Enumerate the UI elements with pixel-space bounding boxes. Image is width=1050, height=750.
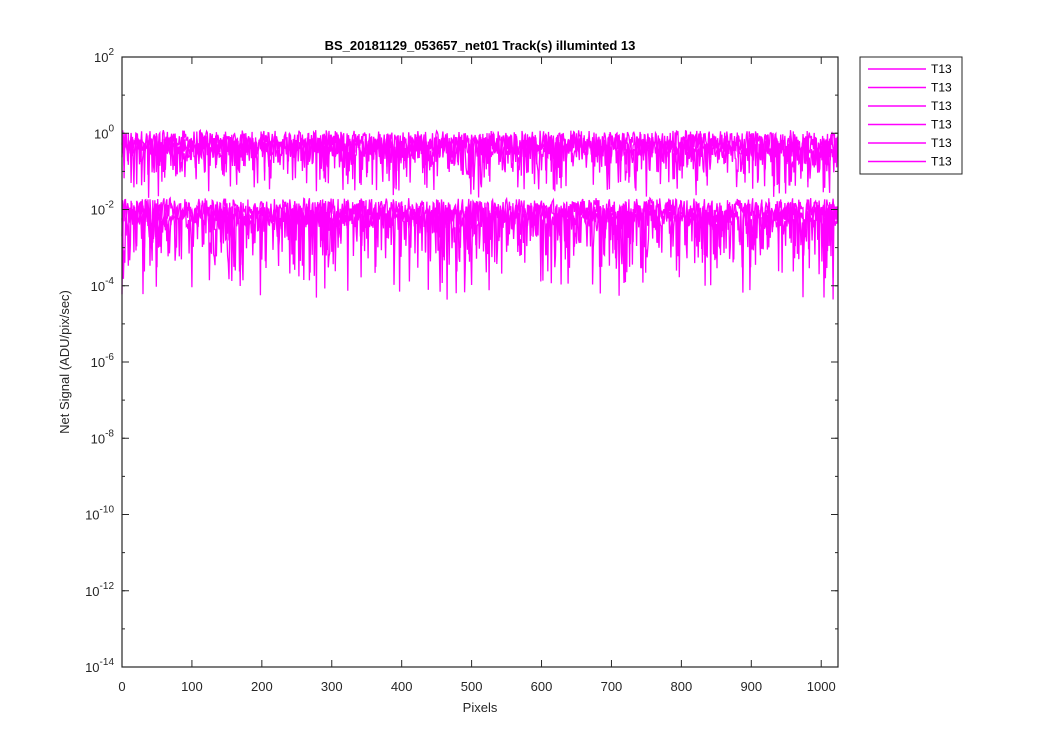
x-tick-label: 400: [391, 679, 413, 694]
legend-entry: T13: [931, 81, 952, 95]
legend-entry: T13: [931, 155, 952, 169]
y-tick-base: 10: [91, 279, 105, 294]
ticks-group: 0 100 200 300 400 500 600 700 800 900 100010210010…: [85, 47, 838, 694]
y-tick-exponent: -2: [105, 200, 114, 211]
y-tick-label: 10-2: [91, 200, 115, 218]
legend-entry: T13: [931, 62, 952, 76]
legend: T13 T13 T13 T13 T13 T13: [859, 56, 963, 175]
y-tick-label: 10-10: [85, 505, 114, 523]
y-tick-exponent: 0: [108, 123, 114, 134]
y-tick-base: 10: [91, 431, 105, 446]
x-tick-label: 900: [740, 679, 762, 694]
chart-title: BS_20181129_053657_net01 Track(s) illumi…: [325, 38, 636, 53]
y-tick-exponent: -12: [100, 581, 115, 592]
legend-entry: T13: [931, 118, 952, 132]
x-tick-label: 0: [118, 679, 125, 694]
legend-entry: T13: [931, 136, 952, 150]
x-tick-label: 500: [461, 679, 483, 694]
legend-entry: T13: [931, 99, 952, 113]
y-tick-exponent: -6: [105, 352, 114, 363]
y-tick-exponent: -8: [105, 428, 114, 439]
x-tick-label: 200: [251, 679, 273, 694]
x-axis-label: Pixels: [463, 700, 498, 715]
x-tick-label: 700: [601, 679, 623, 694]
y-tick-base: 10: [91, 203, 105, 218]
y-tick-base: 10: [91, 355, 105, 370]
x-tick-label: 800: [671, 679, 693, 694]
y-tick-base: 10: [85, 584, 99, 599]
y-tick-label: 100: [94, 123, 114, 141]
x-tick-label: 1000: [807, 679, 836, 694]
y-tick-exponent: -4: [105, 276, 114, 287]
y-tick-exponent: -14: [100, 657, 115, 668]
series-line-6: [121, 196, 838, 274]
y-tick-base: 10: [94, 50, 108, 65]
y-tick-label: 10-6: [91, 352, 115, 370]
y-tick-base: 10: [85, 508, 99, 523]
y-tick-label: 10-4: [91, 276, 115, 294]
x-tick-label: 300: [321, 679, 343, 694]
y-tick-exponent: 2: [108, 47, 114, 58]
series-group: [121, 128, 838, 300]
y-axis-label: Net Signal (ADU/pix/sec): [57, 290, 72, 434]
y-tick-base: 10: [85, 660, 99, 675]
x-tick-label: 600: [531, 679, 553, 694]
y-tick-label: 10-8: [91, 428, 115, 446]
y-tick-label: 10-12: [85, 581, 114, 599]
legend-box: [859, 56, 963, 175]
x-tick-label: 100: [181, 679, 203, 694]
y-tick-exponent: -10: [100, 505, 115, 516]
series-line-3: [121, 131, 838, 192]
y-tick-label: 10-14: [85, 657, 114, 675]
y-tick-label: 102: [94, 47, 114, 65]
y-tick-base: 10: [94, 126, 108, 141]
